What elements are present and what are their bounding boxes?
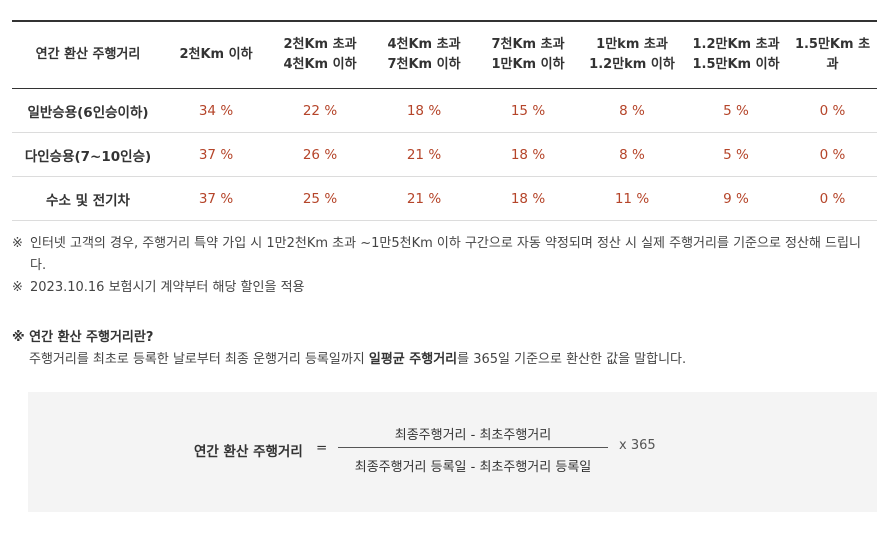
formula-numerator: 최종주행거리 - 최초주행거리 (394, 428, 552, 443)
row-label: 다인승용(7~10인승) (12, 132, 164, 177)
header-range-3: 4천Km 초과 7천Km 이하 (372, 21, 476, 89)
header-range-2: 2천Km 초과 4천Km 이하 (268, 21, 372, 89)
header-range-7: 1.5만Km 초과 (788, 21, 877, 89)
rate-cell: 21 % (372, 132, 476, 177)
rate-cell: 0 % (788, 88, 877, 133)
formula-denominator: 최종주행거리 등록일 - 최초주행거리 등록일 (354, 460, 592, 475)
rate-cell: 18 % (476, 132, 580, 177)
rate-cell: 5 % (684, 88, 788, 133)
header-range-4: 7천Km 초과 1만Km 이하 (476, 21, 580, 89)
note-mark: ※ (12, 280, 23, 295)
rate-cell: 26 % (268, 132, 372, 177)
rate-cell: 9 % (684, 176, 788, 221)
rate-cell: 8 % (580, 88, 684, 133)
rate-cell: 25 % (268, 176, 372, 221)
notes: ※ 인터넷 고객의 경우, 주행거리 특약 가입 시 1만2천Km 초과 ~1만… (12, 233, 877, 299)
rate-cell: 18 % (372, 88, 476, 133)
rate-cell: 8 % (580, 132, 684, 177)
header-mileage: 연간 환산 주행거리 (12, 21, 164, 89)
content: 연간 환산 주행거리 2천Km 이하 2천Km 초과 4천Km 이하 4천Km 초… (12, 20, 877, 371)
definition-body: 주행거리를 최초로 등록한 날로부터 최종 운행거리 등록일까지 일평균 주행거… (29, 352, 687, 367)
note-text: 2023.10.16 보험시기 계약부터 해당 할인을 적용 (30, 280, 305, 295)
rate-cell: 0 % (788, 176, 877, 221)
rate-cell: 37 % (164, 132, 268, 177)
rate-cell: 21 % (372, 176, 476, 221)
formula-equals: = (316, 440, 328, 456)
rate-cell: 18 % (476, 176, 580, 221)
table-header-row: 연간 환산 주행거리 2천Km 이하 2천Km 초과 4천Km 이하 4천Km 초… (12, 21, 877, 89)
note-item: ※ 인터넷 고객의 경우, 주행거리 특약 가입 시 1만2천Km 초과 ~1만… (12, 233, 877, 277)
table-row: 다인승용(7~10인승) 37 % 26 % 21 % 18 % 8 % 5 %… (12, 132, 877, 177)
rate-cell: 37 % (164, 176, 268, 221)
rate-cell: 34 % (164, 88, 268, 133)
note-text: 인터넷 고객의 경우, 주행거리 특약 가입 시 1만2천Km 초과 ~1만5천… (30, 236, 861, 273)
rate-cell: 11 % (580, 176, 684, 221)
definition-section: ※ 연간 환산 주행거리란? 주행거리를 최초로 등록한 날로부터 최종 운행거… (12, 327, 877, 371)
formula-multiplier: x 365 (619, 438, 656, 453)
fraction-bar (338, 447, 608, 448)
definition-title: ※ 연간 환산 주행거리란? (12, 330, 154, 345)
rate-cell: 22 % (268, 88, 372, 133)
mileage-discount-table: 연간 환산 주행거리 2천Km 이하 2천Km 초과 4천Km 이하 4천Km 초… (12, 20, 877, 221)
row-label: 수소 및 전기차 (12, 176, 164, 221)
table-row: 일반승용(6인승이하) 34 % 22 % 18 % 15 % 8 % 5 % … (12, 88, 877, 133)
rate-cell: 15 % (476, 88, 580, 133)
formula-box: 연간 환산 주행거리 = 최종주행거리 - 최초주행거리 최종주행거리 등록일 … (28, 392, 877, 512)
definition-emphasis: 일평균 주행거리 (368, 352, 458, 367)
note-mark: ※ (12, 236, 23, 251)
note-item: ※ 2023.10.16 보험시기 계약부터 해당 할인을 적용 (12, 277, 877, 299)
header-range-5: 1만km 초과 1.2만km 이하 (580, 21, 684, 89)
formula-label: 연간 환산 주행거리 (194, 444, 303, 460)
header-range-6: 1.2만Km 초과 1.5만Km 이하 (684, 21, 788, 89)
header-range-1: 2천Km 이하 (164, 21, 268, 89)
rate-cell: 5 % (684, 132, 788, 177)
rate-cell: 0 % (788, 132, 877, 177)
table-row: 수소 및 전기차 37 % 25 % 21 % 18 % 11 % 9 % 0 … (12, 176, 877, 221)
row-label: 일반승용(6인승이하) (12, 88, 164, 133)
